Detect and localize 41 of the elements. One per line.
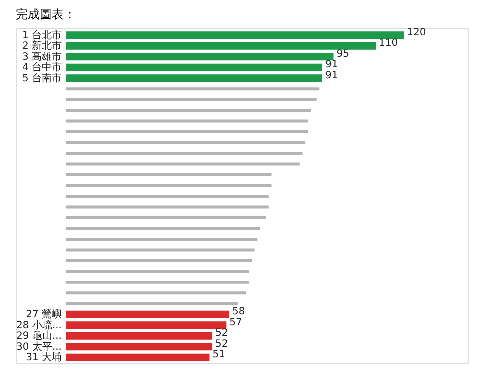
y-tick-label: 30 太平... [16, 340, 62, 353]
bar [66, 174, 272, 176]
chart-title: 完成圖表： [16, 7, 76, 22]
data-label: 91 [325, 70, 338, 82]
y-tick-label: 4 台中市 [22, 62, 62, 74]
data-label: 91 [325, 60, 338, 71]
y-tick-label: 28 小琉... [16, 319, 62, 332]
y-tick-label: 1 台北市 [22, 29, 62, 42]
bar [66, 141, 306, 144]
y-tick-label: 5 台南市 [22, 72, 62, 84]
bar [66, 206, 269, 209]
bar [66, 259, 252, 262]
bar [66, 292, 246, 295]
bar [66, 270, 250, 274]
data-label: 52 [216, 328, 228, 340]
bar [66, 302, 238, 306]
data-label: 95 [336, 48, 350, 60]
bar [66, 88, 320, 91]
bar [66, 152, 303, 156]
bar [66, 248, 255, 252]
y-tick-label: 29 龜山... [16, 330, 62, 342]
data-label: 57 [230, 317, 242, 328]
bar [66, 130, 308, 134]
bar [66, 227, 260, 230]
bar [66, 280, 250, 284]
data-label: 110 [379, 38, 398, 50]
data-label: 51 [212, 350, 226, 361]
bar [66, 120, 308, 123]
y-tick-label: 27 鶯嶼 [26, 308, 62, 321]
bar [66, 98, 317, 102]
bar [66, 195, 269, 198]
y-tick-label: 2 新北市 [22, 40, 62, 52]
bar [66, 238, 258, 241]
bar [66, 216, 266, 220]
data-label: 120 [407, 27, 426, 38]
data-label: 58 [232, 306, 246, 318]
bar [66, 109, 312, 112]
y-tick-label: 31 大埔 [26, 352, 62, 364]
y-tick-label: 3 高雄市 [22, 50, 62, 63]
data-label: 52 [216, 338, 228, 350]
bar [66, 162, 300, 166]
